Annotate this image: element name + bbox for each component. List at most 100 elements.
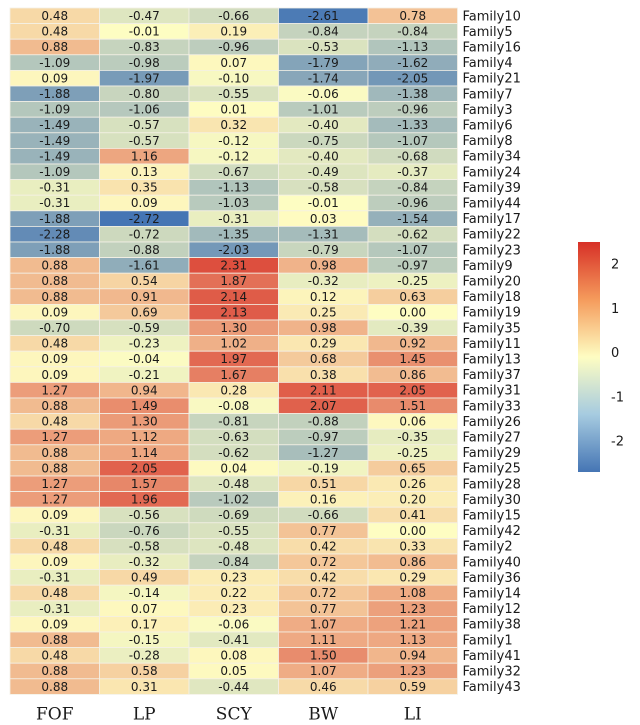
cell-value-label: 1.87 xyxy=(220,274,247,288)
cell-value-label: 0.04 xyxy=(220,461,247,475)
cell-value-label: -0.75 xyxy=(308,134,339,148)
cell-value-label: 1.45 xyxy=(399,352,426,366)
cell-value-label: 0.72 xyxy=(310,586,337,600)
cell-value-label: 1.07 xyxy=(310,617,337,631)
cell-value-label: 1.23 xyxy=(399,664,426,678)
legend-tick-label: 2 xyxy=(611,258,619,273)
cell-value-label: 2.31 xyxy=(220,259,247,273)
cell-value-label: 0.94 xyxy=(131,383,158,397)
cell-value-label: 2.14 xyxy=(220,290,247,304)
cell-value-label: 0.91 xyxy=(131,290,158,304)
cell-value-label: 0.31 xyxy=(131,680,158,694)
cell-value-label: -0.66 xyxy=(308,508,339,522)
row-label-family15: Family15 xyxy=(463,509,521,524)
cell-value-label: -0.96 xyxy=(218,40,249,54)
row-label-family44: Family44 xyxy=(463,197,521,212)
cell-value-label: 0.48 xyxy=(41,586,68,600)
cell-value-label: -0.57 xyxy=(129,118,160,132)
cell-value-label: 1.30 xyxy=(220,321,247,335)
cell-value-label: -0.31 xyxy=(39,196,70,210)
cell-value-label: 0.07 xyxy=(220,56,247,70)
row-label-family34: Family34 xyxy=(463,150,521,165)
cell-value-label: 2.11 xyxy=(310,383,337,397)
cell-value-label: -2.72 xyxy=(129,212,160,226)
row-label-family5: Family5 xyxy=(463,25,513,40)
cell-value-label: 0.46 xyxy=(310,680,337,694)
row-label-family33: Family33 xyxy=(463,399,521,414)
cell-value-label: 0.88 xyxy=(41,664,68,678)
row-label-family30: Family30 xyxy=(463,493,521,508)
cell-value-label: -0.31 xyxy=(39,524,70,538)
cell-value-label: 0.88 xyxy=(41,461,68,475)
row-label-family19: Family19 xyxy=(463,306,521,321)
cell-value-label: -2.03 xyxy=(218,243,249,257)
row-label-family16: Family16 xyxy=(463,41,521,56)
cell-value-label: 0.88 xyxy=(41,680,68,694)
cell-value-label: 0.42 xyxy=(310,539,337,553)
cell-value-label: -1.06 xyxy=(129,103,160,117)
cell-value-label: 1.16 xyxy=(131,149,158,163)
cell-value-label: 0.23 xyxy=(220,602,247,616)
cell-value-label: 1.67 xyxy=(220,368,247,382)
cell-value-label: -0.66 xyxy=(218,9,249,23)
cell-value-label: -1.01 xyxy=(308,103,339,117)
cell-value-label: 0.09 xyxy=(41,352,68,366)
cell-value-label: -1.07 xyxy=(397,134,428,148)
cell-value-label: 0.29 xyxy=(310,337,337,351)
row-label-family26: Family26 xyxy=(463,415,521,430)
cell-value-label: 2.05 xyxy=(131,461,158,475)
cell-value-label: -2.28 xyxy=(39,227,70,241)
cell-value-label: 0.08 xyxy=(220,649,247,663)
cell-value-label: -0.21 xyxy=(129,368,160,382)
column-label-bw: BW xyxy=(308,704,338,724)
cell-value-label: -0.98 xyxy=(129,56,160,70)
cell-value-label: 0.07 xyxy=(131,602,158,616)
cell-value-label: 1.27 xyxy=(41,430,68,444)
cell-value-label: -0.31 xyxy=(39,602,70,616)
cell-value-label: -1.61 xyxy=(129,259,160,273)
cell-value-label: 0.00 xyxy=(399,305,426,319)
cell-value-label: 0.25 xyxy=(310,305,337,319)
cell-value-label: -0.80 xyxy=(129,87,160,101)
cell-value-label: 1.96 xyxy=(131,493,158,507)
cell-value-label: -0.06 xyxy=(308,87,339,101)
cell-value-label: -0.06 xyxy=(218,617,249,631)
cell-value-label: -0.58 xyxy=(308,181,339,195)
cell-value-label: 1.07 xyxy=(310,664,337,678)
cell-value-label: -0.32 xyxy=(129,555,160,569)
color-legend: 2 1 0 -1 -2 xyxy=(578,242,624,472)
cell-value-label: 0.23 xyxy=(220,571,247,585)
cell-value-label: 0.48 xyxy=(41,649,68,663)
cell-value-label: -0.55 xyxy=(218,524,249,538)
row-label-family13: Family13 xyxy=(463,353,521,368)
cell-value-label: -0.01 xyxy=(308,196,339,210)
row-label-family6: Family6 xyxy=(463,119,513,134)
cell-value-label: 1.13 xyxy=(399,633,426,647)
cell-value-label: -0.32 xyxy=(308,274,339,288)
row-label-family20: Family20 xyxy=(463,275,521,290)
cell-value-label: 0.09 xyxy=(41,71,68,85)
cell-value-label: -1.88 xyxy=(39,243,70,257)
cell-value-label: -0.39 xyxy=(397,321,428,335)
cell-value-label: 0.05 xyxy=(220,664,247,678)
column-label-scy: SCY xyxy=(216,704,253,724)
row-label-family21: Family21 xyxy=(463,72,521,87)
row-label-family43: Family43 xyxy=(463,680,521,695)
cell-value-label: 0.09 xyxy=(41,508,68,522)
row-label-family40: Family40 xyxy=(463,555,521,570)
cell-value-label: 0.48 xyxy=(41,337,68,351)
cell-value-label: -0.70 xyxy=(39,321,70,335)
cell-value-label: 1.08 xyxy=(399,586,426,600)
cell-value-label: -0.12 xyxy=(218,134,249,148)
cell-value-label: -0.40 xyxy=(308,149,339,163)
cell-value-label: -0.28 xyxy=(129,649,160,663)
cell-value-label: 0.48 xyxy=(41,415,68,429)
column-label-lp: LP xyxy=(133,704,156,724)
cell-value-label: 1.97 xyxy=(220,352,247,366)
cell-value-label: -0.25 xyxy=(397,274,428,288)
cell-value-label: 2.07 xyxy=(310,399,337,413)
cell-value-label: 0.48 xyxy=(41,25,68,39)
row-label-family18: Family18 xyxy=(463,290,521,305)
row-label-family10: Family10 xyxy=(463,9,521,24)
color-legend-bar xyxy=(578,242,600,472)
